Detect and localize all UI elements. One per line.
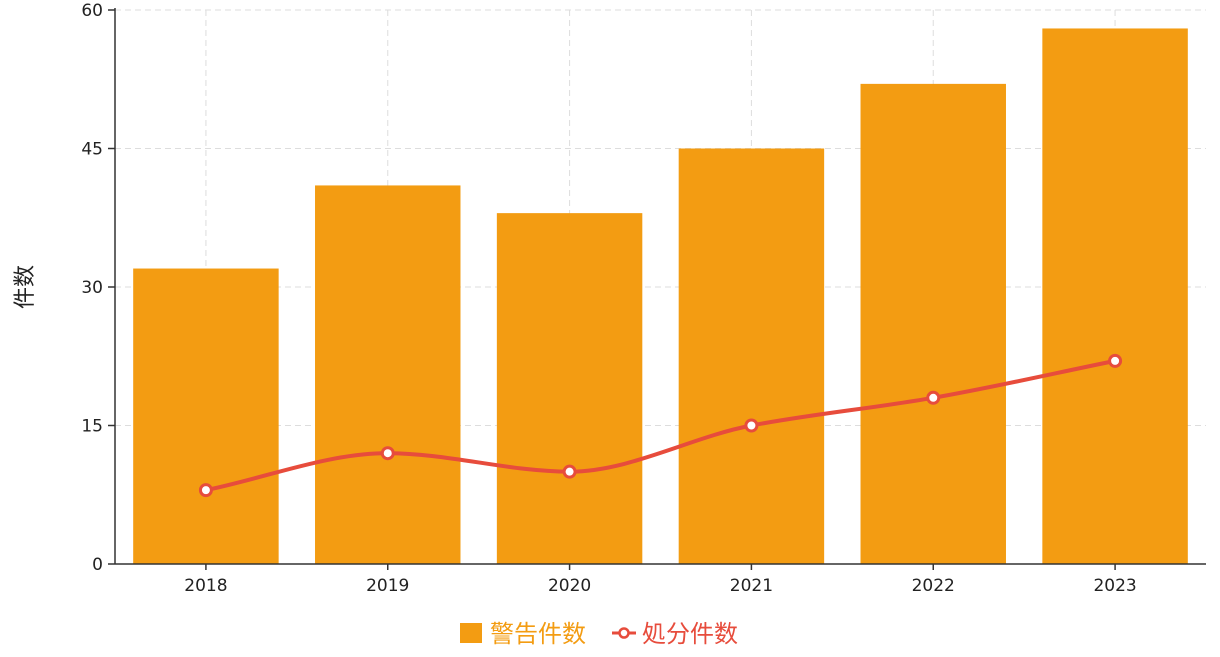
bar-series: [133, 28, 1188, 564]
legend: 警告件数 処分件数: [460, 620, 738, 648]
x-tick-label: 2019: [366, 576, 409, 596]
legend-label-bar: 警告件数: [490, 620, 586, 648]
bar: [496, 213, 643, 564]
series-line: [203, 358, 1118, 493]
axes: 0 15 30 45 60 2018 2019 2020 2021 2022 2023: [81, 1, 1206, 596]
y-tick-label: 60: [81, 1, 103, 21]
line-point: [562, 464, 577, 479]
y-tick-label: 45: [81, 140, 103, 160]
legend-swatch-bar: [460, 623, 482, 643]
line-point: [1108, 353, 1123, 368]
x-tick-label: 2021: [730, 576, 773, 596]
x-tick-label: 2023: [1093, 576, 1136, 596]
y-axis-title-group: 件数: [13, 265, 38, 309]
bar: [133, 268, 279, 564]
line-point: [926, 390, 941, 405]
bar: [860, 83, 1006, 564]
x-tick-label: 2018: [184, 576, 227, 596]
y-axis-title: 件数: [13, 265, 38, 309]
legend-swatch-marker: [618, 627, 630, 639]
y-tick-label: 15: [81, 417, 103, 437]
bar: [315, 185, 461, 564]
x-tick-label: 2020: [548, 576, 591, 596]
line-series: [198, 353, 1123, 498]
x-tick-label: 2022: [912, 576, 955, 596]
y-tick-label: 30: [81, 278, 103, 298]
bar: [678, 148, 825, 564]
line-point: [380, 446, 395, 461]
legend-label-line: 処分件数: [642, 620, 738, 648]
line-point: [744, 418, 759, 433]
y-tick-label: 0: [92, 555, 103, 575]
bar: [1042, 28, 1188, 564]
line-point: [198, 483, 213, 498]
